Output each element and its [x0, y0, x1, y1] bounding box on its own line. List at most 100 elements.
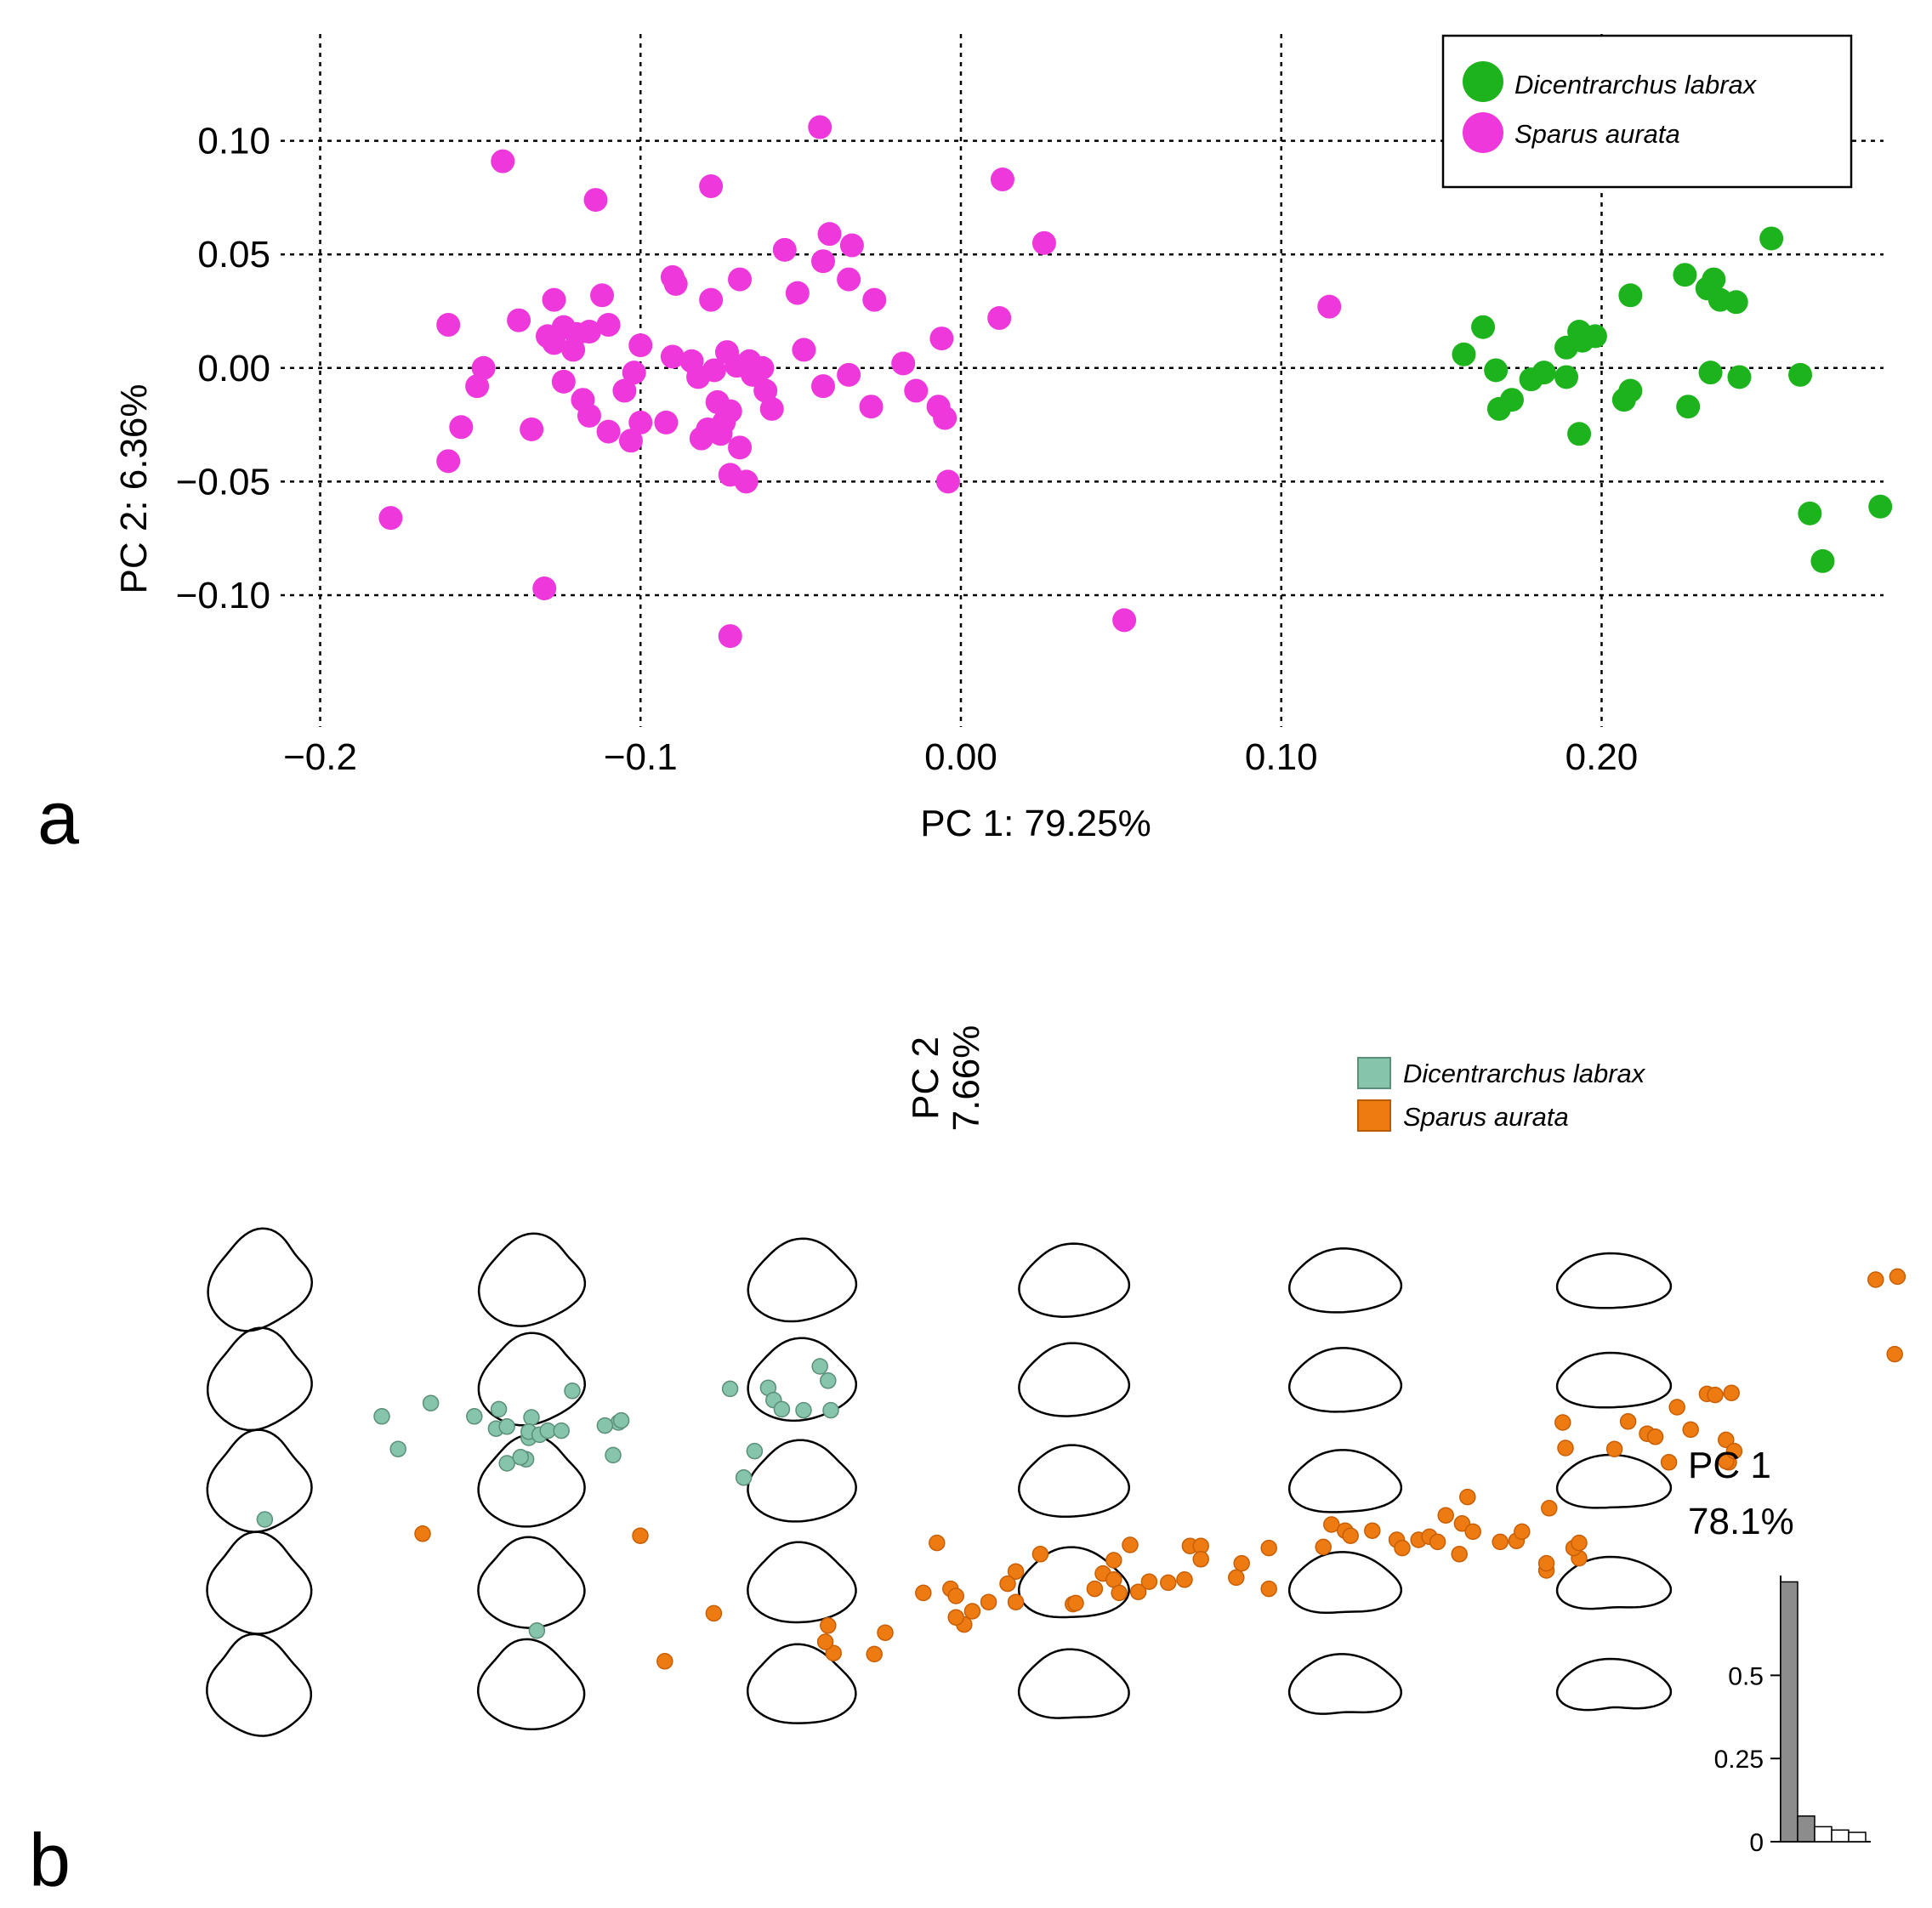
point-sparus: [810, 249, 835, 274]
shape-outline: [1287, 1347, 1403, 1413]
point-dicentrarchus: [512, 1449, 529, 1466]
point-sparus: [1122, 1536, 1139, 1553]
point-sparus: [929, 327, 954, 351]
shape-outline: [206, 1326, 313, 1432]
point-sparus: [891, 351, 916, 376]
shape-outline: [1287, 1551, 1403, 1615]
x-tick-label: −0.2: [283, 736, 357, 778]
inset-bar: [1797, 1815, 1816, 1843]
point-sparus: [1112, 608, 1137, 633]
point-dicentrarchus: [1618, 283, 1643, 308]
point-sparus: [1459, 1488, 1476, 1506]
point-sparus: [933, 406, 957, 430]
point-sparus: [414, 1525, 431, 1542]
panel-b-morphospace: Dicentrarchus labrax Sparus aurata PC 27…: [29, 1025, 1906, 1902]
legend-swatch-dicentrarchus: [1357, 1057, 1391, 1089]
point-sparus: [1464, 1523, 1481, 1541]
point-sparus: [741, 362, 765, 387]
shape-outline: [1555, 1453, 1673, 1509]
shape-outline: [477, 1232, 587, 1327]
point-sparus: [699, 174, 724, 199]
point-dicentrarchus: [1676, 395, 1701, 419]
shape-outline: [206, 1633, 313, 1737]
point-dicentrarchus: [1702, 267, 1726, 292]
point-dicentrarchus: [1486, 396, 1511, 421]
point-sparus: [449, 415, 474, 440]
point-dicentrarchus: [564, 1383, 581, 1400]
point-sparus: [702, 358, 726, 383]
point-sparus: [999, 1575, 1016, 1593]
point-sparus: [837, 362, 861, 387]
point-sparus: [596, 313, 621, 338]
point-sparus: [1718, 1431, 1735, 1449]
panel-b-label: b: [29, 1818, 71, 1902]
point-dicentrarchus: [389, 1440, 406, 1457]
point-sparus: [859, 395, 884, 419]
point-dicentrarchus: [553, 1422, 570, 1440]
point-sparus: [618, 429, 643, 453]
point-sparus: [980, 1593, 997, 1610]
point-sparus: [1233, 1554, 1250, 1572]
point-sparus: [1105, 1552, 1122, 1569]
point-dicentrarchus: [1570, 328, 1594, 353]
x-tick-label: 0.20: [1565, 736, 1639, 778]
point-sparus: [820, 1617, 837, 1634]
point-sparus: [596, 419, 621, 444]
point-sparus: [1725, 1442, 1743, 1460]
y-tick-label: −0.05: [176, 461, 270, 503]
point-sparus: [1394, 1539, 1411, 1557]
shape-outline: [206, 1530, 313, 1635]
point-sparus: [699, 287, 724, 312]
point-dicentrarchus: [256, 1511, 274, 1528]
point-sparus: [1260, 1539, 1277, 1557]
legend-swatch-sparus: [1357, 1099, 1391, 1132]
point-dicentrarchus: [1810, 548, 1835, 573]
point-sparus: [1554, 1414, 1571, 1431]
panel-b-legend: Dicentrarchus labrax Sparus aurata: [1357, 1057, 1646, 1132]
x-tick-label: 0.00: [924, 736, 997, 778]
point-dicentrarchus: [1519, 367, 1543, 392]
point-sparus: [1260, 1580, 1277, 1598]
inset-bar: [1780, 1581, 1798, 1843]
point-sparus: [1429, 1533, 1446, 1551]
point-sparus: [728, 267, 753, 292]
shape-outline: [1287, 1449, 1403, 1513]
point-sparus: [1323, 1516, 1340, 1533]
point-sparus: [507, 308, 531, 332]
point-sparus: [654, 410, 679, 434]
point-sparus: [590, 283, 615, 308]
point-sparus: [1557, 1440, 1574, 1457]
point-dicentrarchus: [735, 1469, 753, 1486]
point-dicentrarchus: [596, 1417, 614, 1434]
point-sparus: [1707, 1386, 1724, 1404]
point-dicentrarchus: [1471, 315, 1496, 339]
inset-tick-label: 0.25: [1714, 1746, 1764, 1774]
panel-a-legend: Dicentrarchus labrax Sparus aurata: [1441, 34, 1853, 189]
point-sparus: [816, 1633, 834, 1650]
point-sparus: [628, 333, 653, 358]
point-sparus: [1537, 1554, 1555, 1572]
point-sparus: [1619, 1413, 1637, 1430]
panel-a-x-axis-label: PC 1: 79.25%: [920, 803, 1151, 844]
shape-outline: [206, 1428, 313, 1533]
point-dicentrarchus: [746, 1442, 764, 1460]
panel-b-shape-grid: [206, 1227, 1673, 1737]
point-sparus: [1889, 1268, 1906, 1286]
point-sparus: [792, 338, 816, 362]
point-sparus: [1031, 1546, 1049, 1563]
point-dicentrarchus: [1484, 358, 1509, 383]
inset-tick-label: 0.5: [1728, 1662, 1764, 1690]
inset-bar: [1831, 1829, 1850, 1843]
point-sparus: [1514, 1523, 1531, 1541]
point-sparus: [663, 271, 688, 296]
point-dicentrarchus: [811, 1358, 828, 1375]
shape-outline: [1287, 1247, 1403, 1314]
point-dicentrarchus: [1452, 342, 1476, 366]
point-sparus: [491, 149, 515, 173]
point-sparus: [1571, 1534, 1588, 1552]
point-dicentrarchus: [466, 1408, 483, 1425]
point-sparus: [877, 1624, 894, 1641]
point-sparus: [577, 403, 601, 428]
point-sparus: [808, 115, 832, 139]
point-sparus: [628, 410, 653, 434]
